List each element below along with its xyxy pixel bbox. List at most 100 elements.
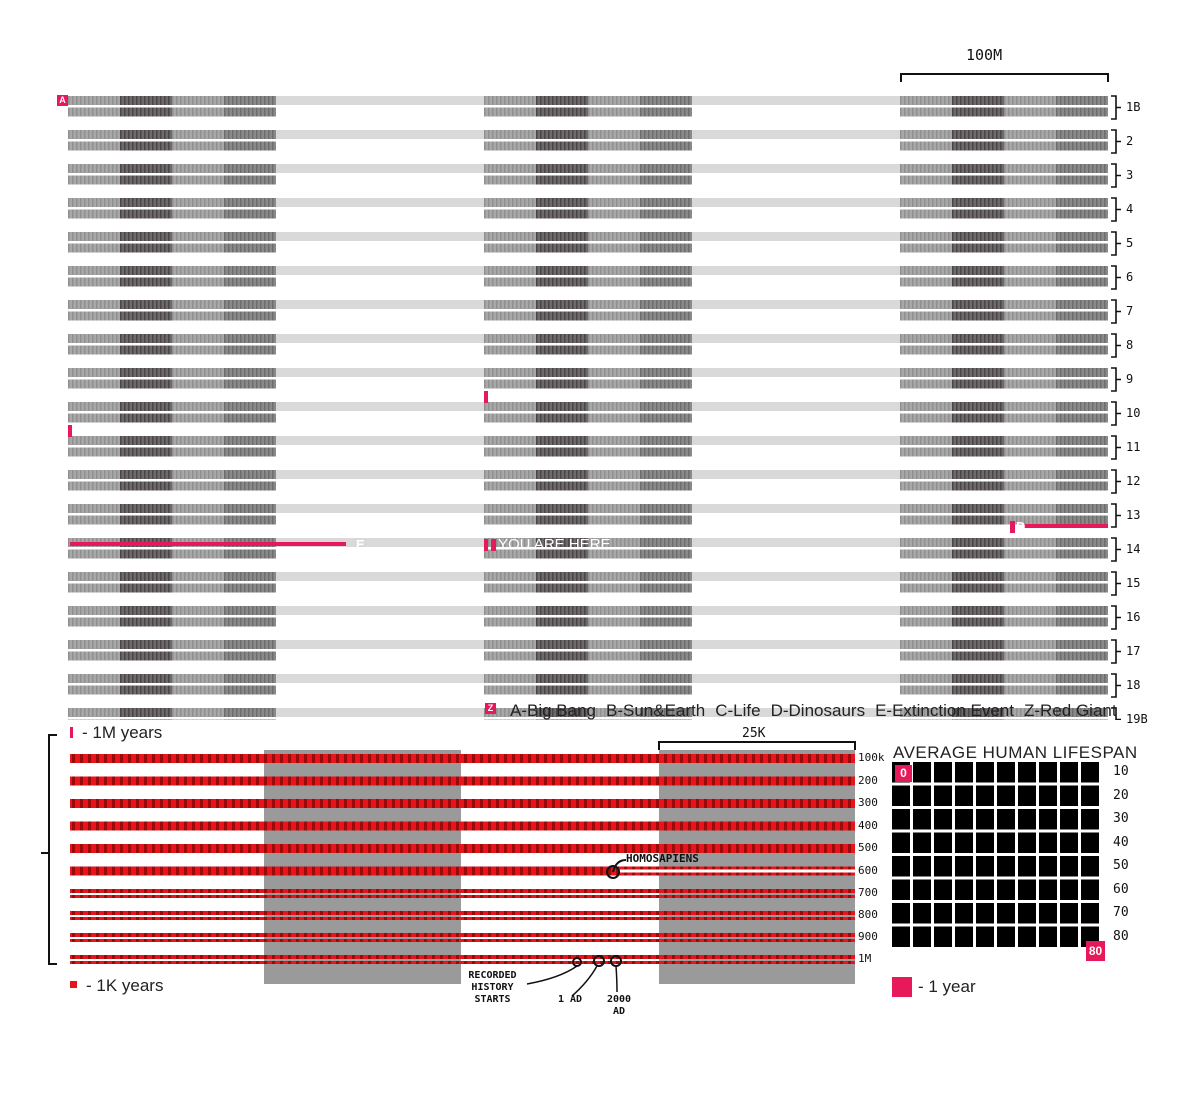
- band-cell: [172, 334, 224, 343]
- band-cell: [588, 175, 640, 185]
- band-cell: [1004, 300, 1056, 309]
- band-cell: [692, 334, 900, 343]
- band-cell: [1056, 130, 1108, 139]
- band-cell: [224, 277, 276, 287]
- history-row-label: 600: [858, 863, 878, 877]
- band-cell: [172, 164, 224, 173]
- billion-label: 4: [1126, 201, 1134, 216]
- band-cell: [276, 504, 484, 513]
- history-row: [70, 889, 855, 893]
- billion-label: 1B: [1126, 99, 1141, 114]
- band-cell: [640, 470, 692, 479]
- band-cell: [1056, 96, 1108, 105]
- band-cell: [588, 96, 640, 105]
- band-cell: [484, 368, 536, 377]
- band-cell: [952, 232, 1004, 241]
- marker-extinction: E: [356, 537, 365, 552]
- homosapiens-label: HOMOSAPIENS: [626, 852, 699, 865]
- band-cell: [640, 515, 692, 525]
- band-cell: [900, 719, 952, 720]
- billion-label: 3: [1126, 167, 1134, 182]
- lifespan-cell: [1018, 762, 1036, 783]
- billion-bracket: [1111, 707, 1121, 720]
- band-cell: [484, 413, 536, 423]
- lifespan-cell: [1039, 879, 1057, 900]
- band-cell: [484, 481, 536, 491]
- history-row: [70, 933, 855, 937]
- band-cell: [276, 447, 484, 457]
- band-cell: [640, 651, 692, 661]
- band-cell: [1056, 674, 1108, 683]
- band-cell: [900, 617, 952, 627]
- band-cell: [484, 96, 536, 105]
- band-cell: [536, 402, 588, 411]
- band-cell: [276, 640, 484, 649]
- band-cell: [276, 708, 484, 717]
- band-cell: [640, 572, 692, 581]
- band-cell: [536, 96, 588, 105]
- band-cell: [1056, 651, 1108, 661]
- marker-life: C: [75, 423, 85, 438]
- billion-label: 12: [1126, 473, 1141, 488]
- band-cell: [692, 708, 900, 717]
- band-cell: [276, 651, 484, 661]
- ad-1-circle: [593, 955, 605, 967]
- band-cell: [536, 572, 588, 581]
- lifespan-cell: [997, 785, 1015, 806]
- band-cell: [1004, 538, 1056, 547]
- band-cell: [68, 504, 120, 513]
- band-cell: [224, 368, 276, 377]
- marker-c-tick: [68, 425, 72, 437]
- band-cell: [68, 300, 120, 309]
- band-cell: [276, 243, 484, 253]
- lifespan-cell: [934, 926, 952, 947]
- band-cell: [1056, 583, 1108, 593]
- billion-label: 17: [1126, 643, 1141, 658]
- band-cell: [172, 130, 224, 139]
- band-cell: [172, 311, 224, 321]
- band-cell: [640, 685, 692, 695]
- band-cell: [484, 583, 536, 593]
- band-cell: [172, 436, 224, 445]
- lifespan-cell: [892, 903, 910, 924]
- band-cell: [952, 719, 1004, 720]
- band-cell: [68, 107, 120, 117]
- band-cell: [68, 232, 120, 241]
- band-cell: [536, 470, 588, 479]
- band-cell: [952, 617, 1004, 627]
- lifespan-row-label: 10: [1113, 764, 1129, 779]
- lifespan-cell: [1018, 903, 1036, 924]
- lifespan-cell: [955, 832, 973, 853]
- band-cell: [1004, 368, 1056, 377]
- band-cell: [900, 481, 952, 491]
- band-cell: [120, 640, 172, 649]
- band-cell: [68, 549, 120, 559]
- band-cell: [224, 300, 276, 309]
- band-cell: [692, 685, 900, 695]
- band-cell: [1056, 209, 1108, 219]
- lifespan-cell: [1018, 856, 1036, 877]
- band-cell: [1004, 436, 1056, 445]
- band-cell: [172, 447, 224, 457]
- band-cell: [276, 198, 484, 207]
- band-cell: [120, 209, 172, 219]
- band-cell: [536, 719, 588, 720]
- band-cell: [692, 549, 900, 559]
- band-cell: [692, 379, 900, 389]
- ad-1-label: 1 AD: [557, 994, 583, 1005]
- billion-label: 19B: [1126, 711, 1148, 726]
- lifespan-cell: [976, 856, 994, 877]
- band-cell: [1056, 617, 1108, 627]
- band-cell: [484, 708, 536, 717]
- band-cell: [1056, 549, 1108, 559]
- history-row-label: 700: [858, 886, 878, 899]
- band-cell: [536, 606, 588, 615]
- band-cell: [1056, 164, 1108, 173]
- band-cell: [588, 504, 640, 513]
- band-cell: [692, 345, 900, 355]
- band-cell: [68, 345, 120, 355]
- band-cell: [68, 277, 120, 287]
- band-cell: [276, 345, 484, 355]
- band-cell: [484, 640, 536, 649]
- lifespan-cell: [955, 762, 973, 783]
